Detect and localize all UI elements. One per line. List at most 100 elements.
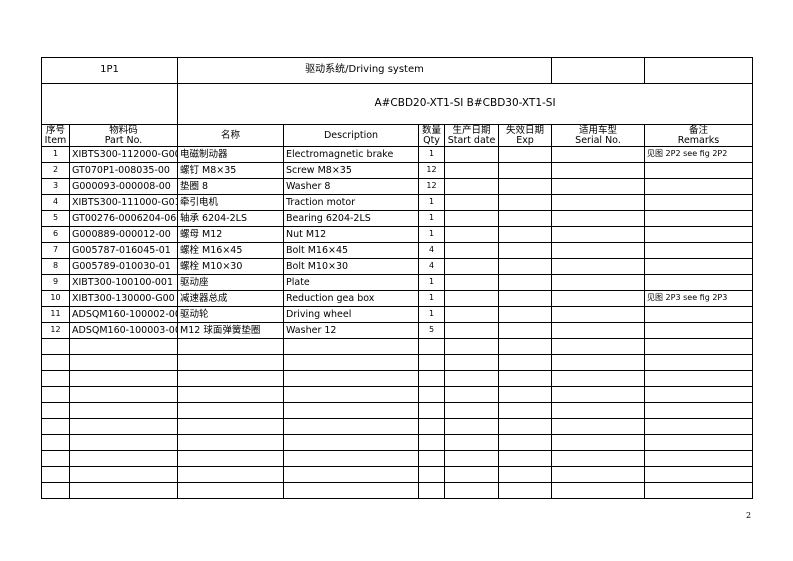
cell [551,386,646,403]
cell [68,402,179,419]
remarks [644,274,754,291]
cell [177,418,285,435]
description: Washer 12 [283,322,420,339]
description: Nut M12 [283,226,420,243]
name: M12 球面弹簧垫圈 [177,322,285,339]
cell [177,402,285,419]
description: Electromagnetic brake [283,146,420,163]
empty-row [41,418,754,435]
cell [644,482,754,499]
name: 轴承 6204-2LS [177,210,285,227]
remarks [644,226,754,243]
part-no: G005789-010030-01 [68,258,179,275]
cell [551,482,646,499]
cell [177,482,285,499]
column-header: 适用车型 Serial No. [551,124,646,147]
parts-table: 1P1 驱动系统/Driving system A#CBD20-XT1-SI B… [40,57,754,499]
qty: 1 [418,194,446,211]
qty: 1 [418,306,446,323]
header-line: 数量 [422,124,442,136]
cell [498,226,553,243]
name: 驱动轮 [177,306,285,323]
description: Bolt M10×30 [283,258,420,275]
data-row: 3 G000093-000008-00 垫圈 8 Washer 8 12 [41,178,754,195]
cell [551,402,646,419]
cell [644,402,754,419]
cell [283,338,420,355]
data-row: 12 ADSQM160-100003-001 M12 球面弹簧垫圈 Washer 12… [41,322,754,339]
cell [418,434,446,451]
qty: 4 [418,258,446,275]
remarks [644,306,754,323]
cell [68,482,179,499]
cell [418,354,446,371]
cell [41,466,70,483]
cell [68,386,179,403]
remarks: 见图 2P3 see fig 2P3 [644,290,754,307]
header-line: Description [323,129,379,141]
data-row: 5 GT00276-0006204-06 轴承 6204-2LS Bearing 62… [41,210,754,227]
qty: 1 [418,146,446,163]
part-no: G000889-000012-00 [68,226,179,243]
empty-row [41,466,754,483]
cell [498,370,553,387]
qty: 1 [418,210,446,227]
cell [444,162,500,179]
header-line: Qty [423,134,440,146]
item: 1 [41,146,70,163]
header-line: 备注 [689,124,709,136]
cell [551,338,646,355]
header-line: Start date [447,134,496,146]
header-line: 物料码 [109,124,138,136]
column-header: 名称 [177,124,285,147]
cell [551,354,646,371]
item: 5 [41,210,70,227]
cell [41,386,70,403]
data-row: 6 G000889-000012-00 螺母 M12 Nut M12 1 [41,226,754,243]
item: 10 [41,290,70,307]
cell [498,466,553,483]
cell [444,466,500,483]
qty: 1 [418,274,446,291]
cell [444,290,500,307]
cell [498,450,553,467]
empty-row [41,402,754,419]
cell [418,482,446,499]
part-no: GT070P1-008035-00 [68,162,179,179]
cell [551,466,646,483]
title-row: 1P1 驱动系统/Driving system [40,57,754,84]
cell [41,338,70,355]
remarks [644,322,754,339]
header-line: 失效日期 [506,124,545,136]
cell [444,178,500,195]
item: 8 [41,258,70,275]
cell [498,258,553,275]
description: Plate [283,274,420,291]
cell [177,434,285,451]
cell [418,466,446,483]
cell [444,210,500,227]
part-no: GT00276-0006204-06 [68,210,179,227]
cell [498,274,553,291]
cell [444,450,500,467]
cell [41,402,70,419]
cell [498,338,553,355]
qty: 4 [418,242,446,259]
cell [283,466,420,483]
cell [41,434,70,451]
part-no: G000093-000008-00 [68,178,179,195]
column-header: 物料码 Part No. [68,124,179,147]
cell [644,370,754,387]
cell [551,178,646,195]
cell [177,466,285,483]
column-header: Description [283,124,420,147]
name: 垫圈 8 [177,178,285,195]
cell [40,83,179,125]
remarks [644,210,754,227]
cell [444,402,500,419]
column-header: 失效日期 Exp [498,124,553,147]
remarks [644,242,754,259]
remarks [644,194,754,211]
remarks: 见图 2P2 see fig 2P2 [644,146,754,163]
models: A#CBD20-XT1-SI B#CBD30-XT1-SI [177,83,754,125]
